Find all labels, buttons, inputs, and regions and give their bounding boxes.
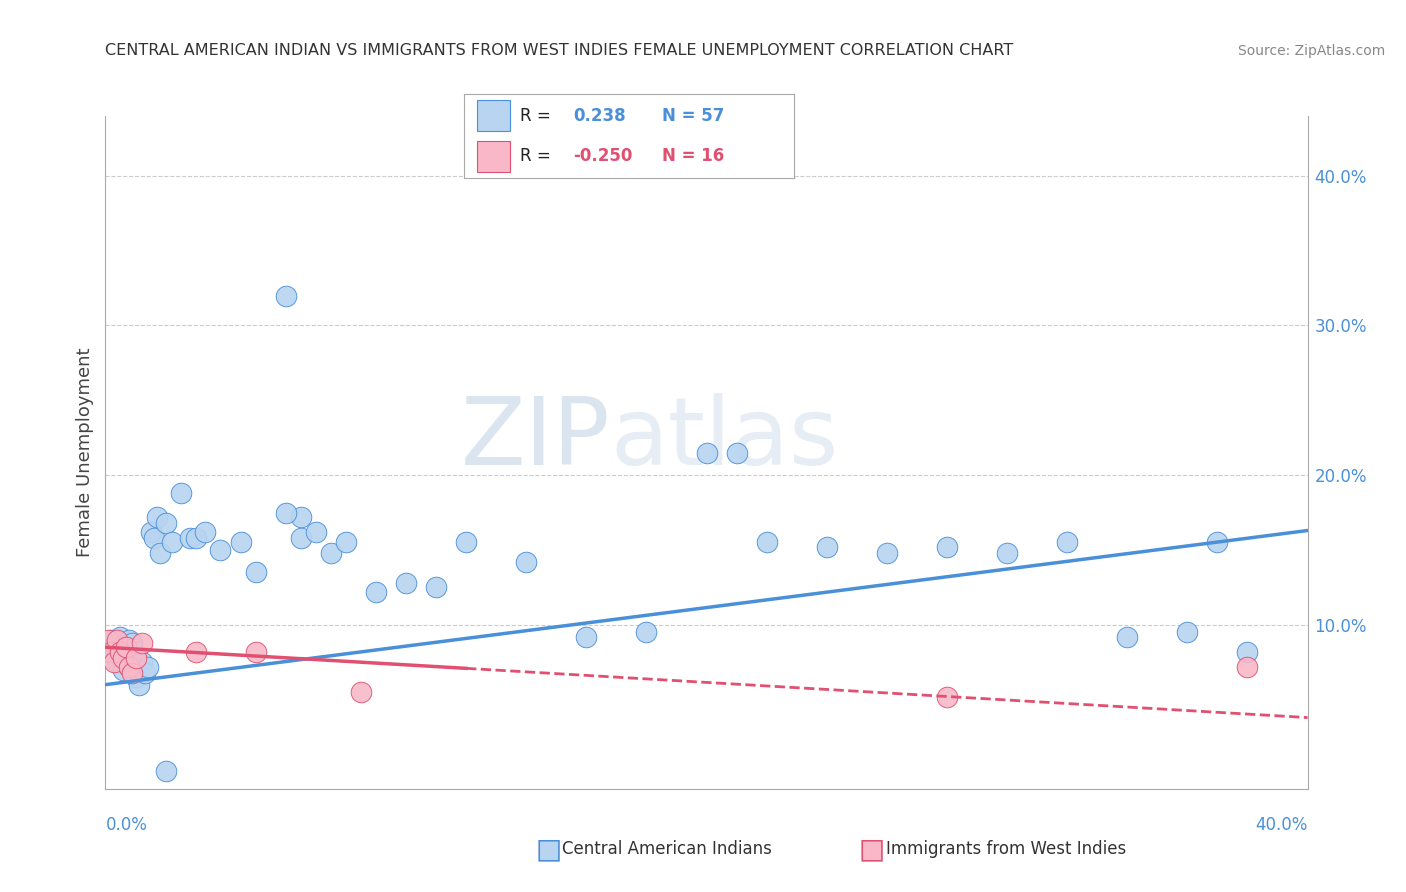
Point xyxy=(1236,645,1258,659)
Point xyxy=(350,685,373,699)
Point xyxy=(148,546,170,560)
Point xyxy=(290,510,312,524)
Text: ■: ■ xyxy=(536,835,561,863)
Point xyxy=(145,510,167,524)
Point xyxy=(364,585,387,599)
Point xyxy=(274,288,297,302)
Point xyxy=(112,645,135,659)
Point xyxy=(1206,535,1229,549)
Point xyxy=(229,535,252,549)
Point xyxy=(725,446,748,460)
Point xyxy=(115,640,138,655)
Bar xyxy=(477,101,510,131)
Point xyxy=(118,632,141,647)
Text: Source: ZipAtlas.com: Source: ZipAtlas.com xyxy=(1237,44,1385,58)
Point xyxy=(815,540,838,554)
Text: 0.238: 0.238 xyxy=(574,107,626,125)
Point xyxy=(636,625,658,640)
Y-axis label: Female Unemployment: Female Unemployment xyxy=(76,348,94,558)
Point xyxy=(335,535,357,549)
Point xyxy=(110,648,132,662)
Point xyxy=(136,659,159,673)
Text: N = 57: N = 57 xyxy=(662,107,724,125)
Text: ■: ■ xyxy=(859,835,884,863)
Point xyxy=(575,630,598,644)
Point xyxy=(936,540,959,554)
Point xyxy=(107,632,129,647)
Point xyxy=(454,535,477,549)
Point xyxy=(290,531,312,545)
Point xyxy=(142,531,165,545)
Point xyxy=(100,645,122,659)
Point xyxy=(1056,535,1078,549)
Point xyxy=(1236,659,1258,673)
Point xyxy=(100,632,122,647)
Point xyxy=(139,524,162,539)
Point xyxy=(103,655,125,669)
Point xyxy=(115,640,138,655)
Text: Central American Indians: Central American Indians xyxy=(562,840,772,858)
Point xyxy=(184,645,207,659)
Point xyxy=(696,446,718,460)
Point xyxy=(425,581,447,595)
Point xyxy=(208,543,231,558)
Point xyxy=(936,690,959,704)
Point xyxy=(305,524,328,539)
Text: 40.0%: 40.0% xyxy=(1256,816,1308,834)
Point xyxy=(124,650,146,665)
Point xyxy=(1116,630,1139,644)
Point xyxy=(131,636,153,650)
Point xyxy=(245,645,267,659)
Point xyxy=(155,516,177,530)
Point xyxy=(194,524,217,539)
Point xyxy=(155,764,177,779)
Text: -0.250: -0.250 xyxy=(574,147,633,165)
Point xyxy=(755,535,778,549)
Point xyxy=(128,678,150,692)
Text: 0.0%: 0.0% xyxy=(105,816,148,834)
Text: Immigrants from West Indies: Immigrants from West Indies xyxy=(886,840,1126,858)
Point xyxy=(112,663,135,677)
Point xyxy=(121,665,143,680)
Text: CENTRAL AMERICAN INDIAN VS IMMIGRANTS FROM WEST INDIES FEMALE UNEMPLOYMENT CORRE: CENTRAL AMERICAN INDIAN VS IMMIGRANTS FR… xyxy=(105,43,1014,58)
Point xyxy=(124,650,146,665)
Text: ZIP: ZIP xyxy=(461,393,610,485)
Point xyxy=(184,531,207,545)
Point xyxy=(103,640,125,655)
Point xyxy=(110,630,132,644)
Point xyxy=(118,659,141,673)
Point xyxy=(515,555,537,569)
Point xyxy=(319,546,342,560)
Point xyxy=(97,632,120,647)
Point xyxy=(118,659,141,673)
Point xyxy=(131,655,153,669)
Point xyxy=(160,535,183,549)
Point xyxy=(134,665,156,680)
Point xyxy=(395,575,418,590)
Point xyxy=(112,650,135,665)
Bar xyxy=(477,141,510,171)
Point xyxy=(107,655,129,669)
Point xyxy=(876,546,898,560)
Point xyxy=(179,531,201,545)
Point xyxy=(1175,625,1198,640)
Text: N = 16: N = 16 xyxy=(662,147,724,165)
Text: R =: R = xyxy=(520,107,551,125)
Point xyxy=(995,546,1018,560)
Point xyxy=(274,506,297,520)
Point xyxy=(124,670,146,684)
Point xyxy=(110,645,132,659)
Point xyxy=(245,566,267,580)
Text: □: □ xyxy=(859,835,884,863)
Point xyxy=(169,486,191,500)
Text: R =: R = xyxy=(520,147,551,165)
Text: atlas: atlas xyxy=(610,393,838,485)
Text: □: □ xyxy=(536,835,561,863)
Point xyxy=(121,636,143,650)
